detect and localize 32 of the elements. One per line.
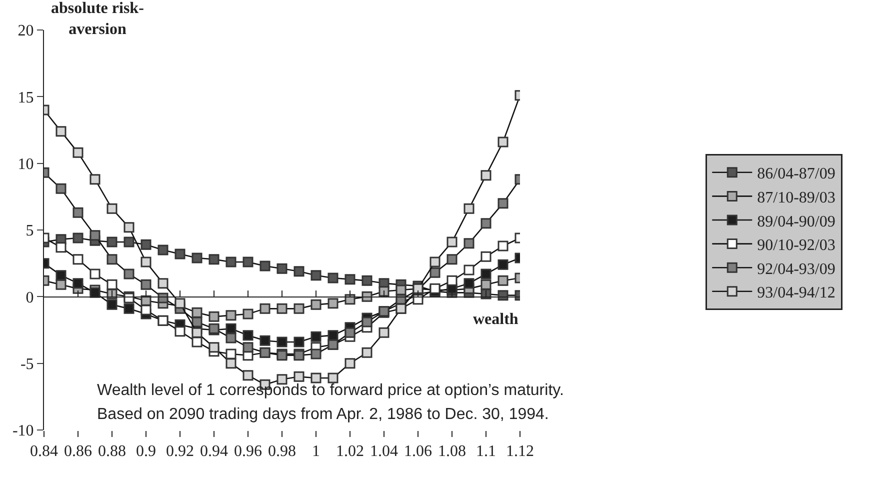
x-tick-label: 1.08	[438, 443, 466, 460]
legend-label: 87/10-89/03	[757, 189, 836, 206]
x-tick-label: 0.98	[268, 443, 296, 460]
y-axis-title: absolute risk-aversion	[51, 0, 144, 38]
legend-label: 93/04-94/12	[757, 284, 836, 302]
legend-label: 92/04-93/09	[757, 260, 836, 278]
legend-label: 89/04-90/09	[757, 213, 836, 230]
x-tick-label: 1.12	[506, 443, 534, 460]
x-tick-label: 0.9	[136, 443, 156, 460]
y-tick-label: 10	[18, 156, 34, 173]
y-tick-label: 15	[18, 89, 34, 106]
x-tick-label: 0.92	[166, 443, 194, 460]
x-tick-label: 1.06	[404, 443, 432, 460]
x-tick-label: 0.96	[234, 443, 262, 460]
x-tick-label: 0.88	[98, 443, 126, 460]
y-tick-label: 5	[26, 222, 34, 240]
y-tick-label: 20	[18, 22, 34, 40]
x-tick-label: 0.86	[64, 443, 92, 460]
legend-label: 86/04-87/09	[757, 166, 836, 183]
x-tick-label: 0.94	[200, 443, 228, 460]
y-tick-label: -5	[20, 356, 34, 373]
x-tick-label: 1.1	[476, 443, 496, 460]
annotation: Based on 2090 trading days from Apr. 2, 1986 to Dec. 30, 1994.	[97, 406, 549, 423]
y-tick-label: -10	[12, 422, 34, 440]
x-tick-label: 1	[312, 443, 320, 460]
x-tick-label: 1.02	[336, 443, 364, 460]
legend-label: 90/10-92/03	[757, 237, 836, 254]
y-tick-label: 0	[26, 289, 34, 306]
annotation: Wealth level of 1 corresponds to forward price at option’s maturity.	[97, 382, 564, 399]
x-tick-label: 1.04	[370, 443, 398, 460]
x-tick-label: 0.84	[30, 443, 58, 460]
x-axis-title: wealth	[473, 311, 518, 328]
